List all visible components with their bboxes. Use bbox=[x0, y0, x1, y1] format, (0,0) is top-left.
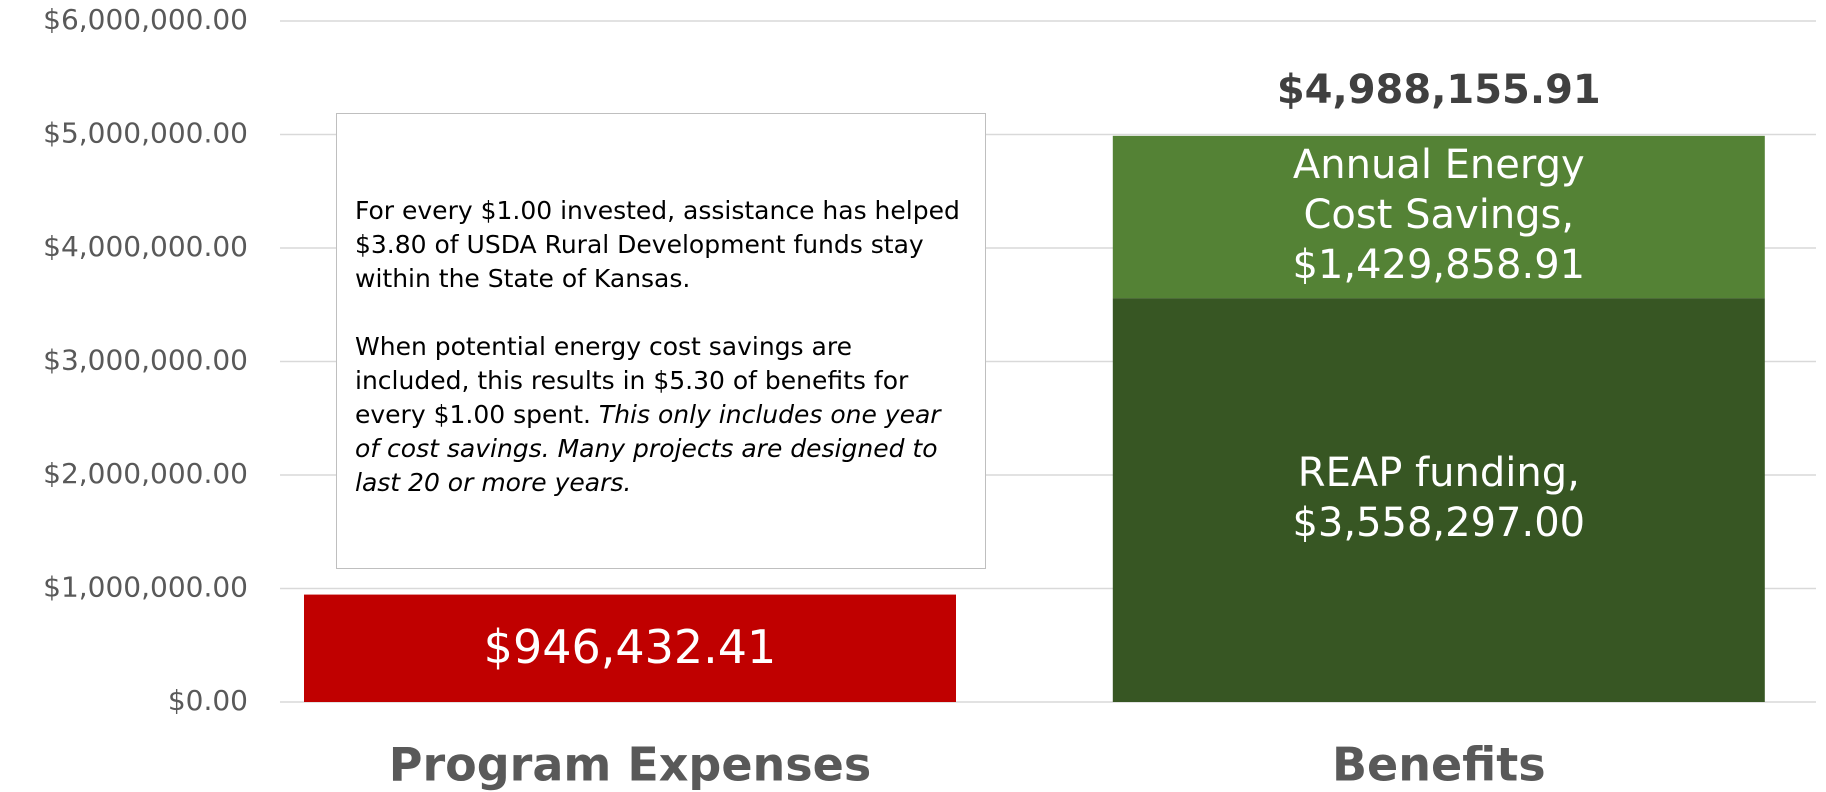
x-tick-label: Program Expenses bbox=[389, 738, 872, 792]
label-line: Annual Energy bbox=[1293, 142, 1585, 188]
data-label: $3,558,297.00 bbox=[1292, 500, 1585, 546]
y-tick-label: $0.00 bbox=[168, 684, 248, 717]
data-label: $946,432.41 bbox=[484, 620, 777, 674]
segment-label-name: REAP funding, bbox=[1298, 450, 1580, 496]
bar-segment bbox=[1112, 135, 1765, 299]
y-tick-label: $5,000,000.00 bbox=[43, 117, 248, 150]
annotation-italic: This only includes one year of cost savi… bbox=[355, 400, 941, 497]
y-tick-label: $4,000,000.00 bbox=[43, 230, 248, 263]
segment-label-name: Annual Energy Cost Savings, bbox=[1293, 142, 1585, 238]
total-label: $4,988,155.91 bbox=[1277, 67, 1601, 113]
y-tick-label: $2,000,000.00 bbox=[43, 457, 248, 490]
y-tick-label: $1,000,000.00 bbox=[43, 571, 248, 604]
label-line: Cost Savings, bbox=[1303, 192, 1574, 238]
y-tick-label: $6,000,000.00 bbox=[43, 3, 248, 36]
annotation-box: For every $1.00 invested, assistance has… bbox=[336, 113, 986, 569]
annotation-text: When potential energy cost savings are i… bbox=[355, 330, 967, 500]
y-tick-label: $3,000,000.00 bbox=[43, 344, 248, 377]
data-label: $1,429,858.91 bbox=[1292, 242, 1585, 288]
bar-segment bbox=[1112, 298, 1765, 702]
label-line: REAP funding, bbox=[1298, 450, 1580, 496]
annotation-text: When potential energy cost savings are i… bbox=[355, 332, 909, 429]
x-tick-label: Benefits bbox=[1332, 738, 1546, 792]
annotation-text: For every $1.00 invested, assistance has… bbox=[355, 196, 960, 293]
bar-segment bbox=[304, 594, 956, 702]
